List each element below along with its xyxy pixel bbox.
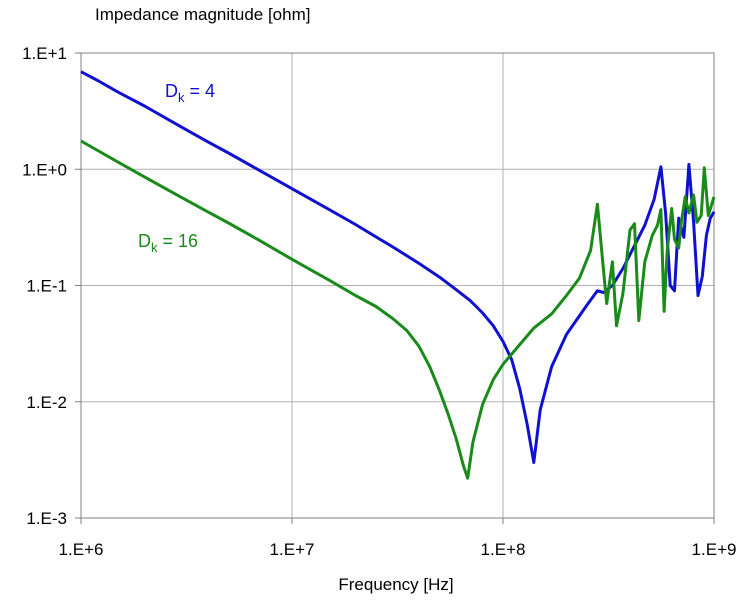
x-tick-label: 1.E+6 — [59, 540, 104, 559]
y-tick-label: 1.E-3 — [26, 509, 67, 528]
y-tick-label: 1.E-1 — [26, 277, 67, 296]
series-label-dk16-tail: = 16 — [158, 231, 199, 251]
y-tick-label: 1.E+0 — [22, 160, 67, 179]
series-label-dk4: Dk = 4 — [165, 81, 215, 105]
series-label-dk4-main: D — [165, 81, 178, 101]
y-axis-title: Impedance magnitude [ohm] — [95, 5, 310, 24]
x-tick-label: 1.E+7 — [270, 540, 315, 559]
x-tick-label: 1.E+8 — [481, 540, 526, 559]
series-line-dk4 — [80, 70, 716, 464]
series-layer — [80, 70, 716, 480]
y-tick-label: 1.E-2 — [26, 393, 67, 412]
x-tick-labels: 1.E+6 1.E+7 1.E+8 1.E+9 — [59, 518, 737, 559]
series-label-dk16-sub: k — [151, 240, 158, 255]
y-tick-labels: 1.E-3 1.E-2 1.E-1 1.E+0 1.E+1 — [22, 44, 81, 528]
series-label-dk4-sub: k — [178, 90, 185, 105]
x-tick-label: 1.E+9 — [692, 540, 737, 559]
x-axis-title: Frequency [Hz] — [338, 575, 453, 594]
series-label-dk16-main: D — [138, 231, 151, 251]
y-tick-label: 1.E+1 — [22, 44, 67, 63]
series-line-dk16 — [80, 139, 716, 480]
series-label-dk4-tail: = 4 — [185, 81, 216, 101]
series-label-dk16: Dk = 16 — [138, 231, 198, 255]
